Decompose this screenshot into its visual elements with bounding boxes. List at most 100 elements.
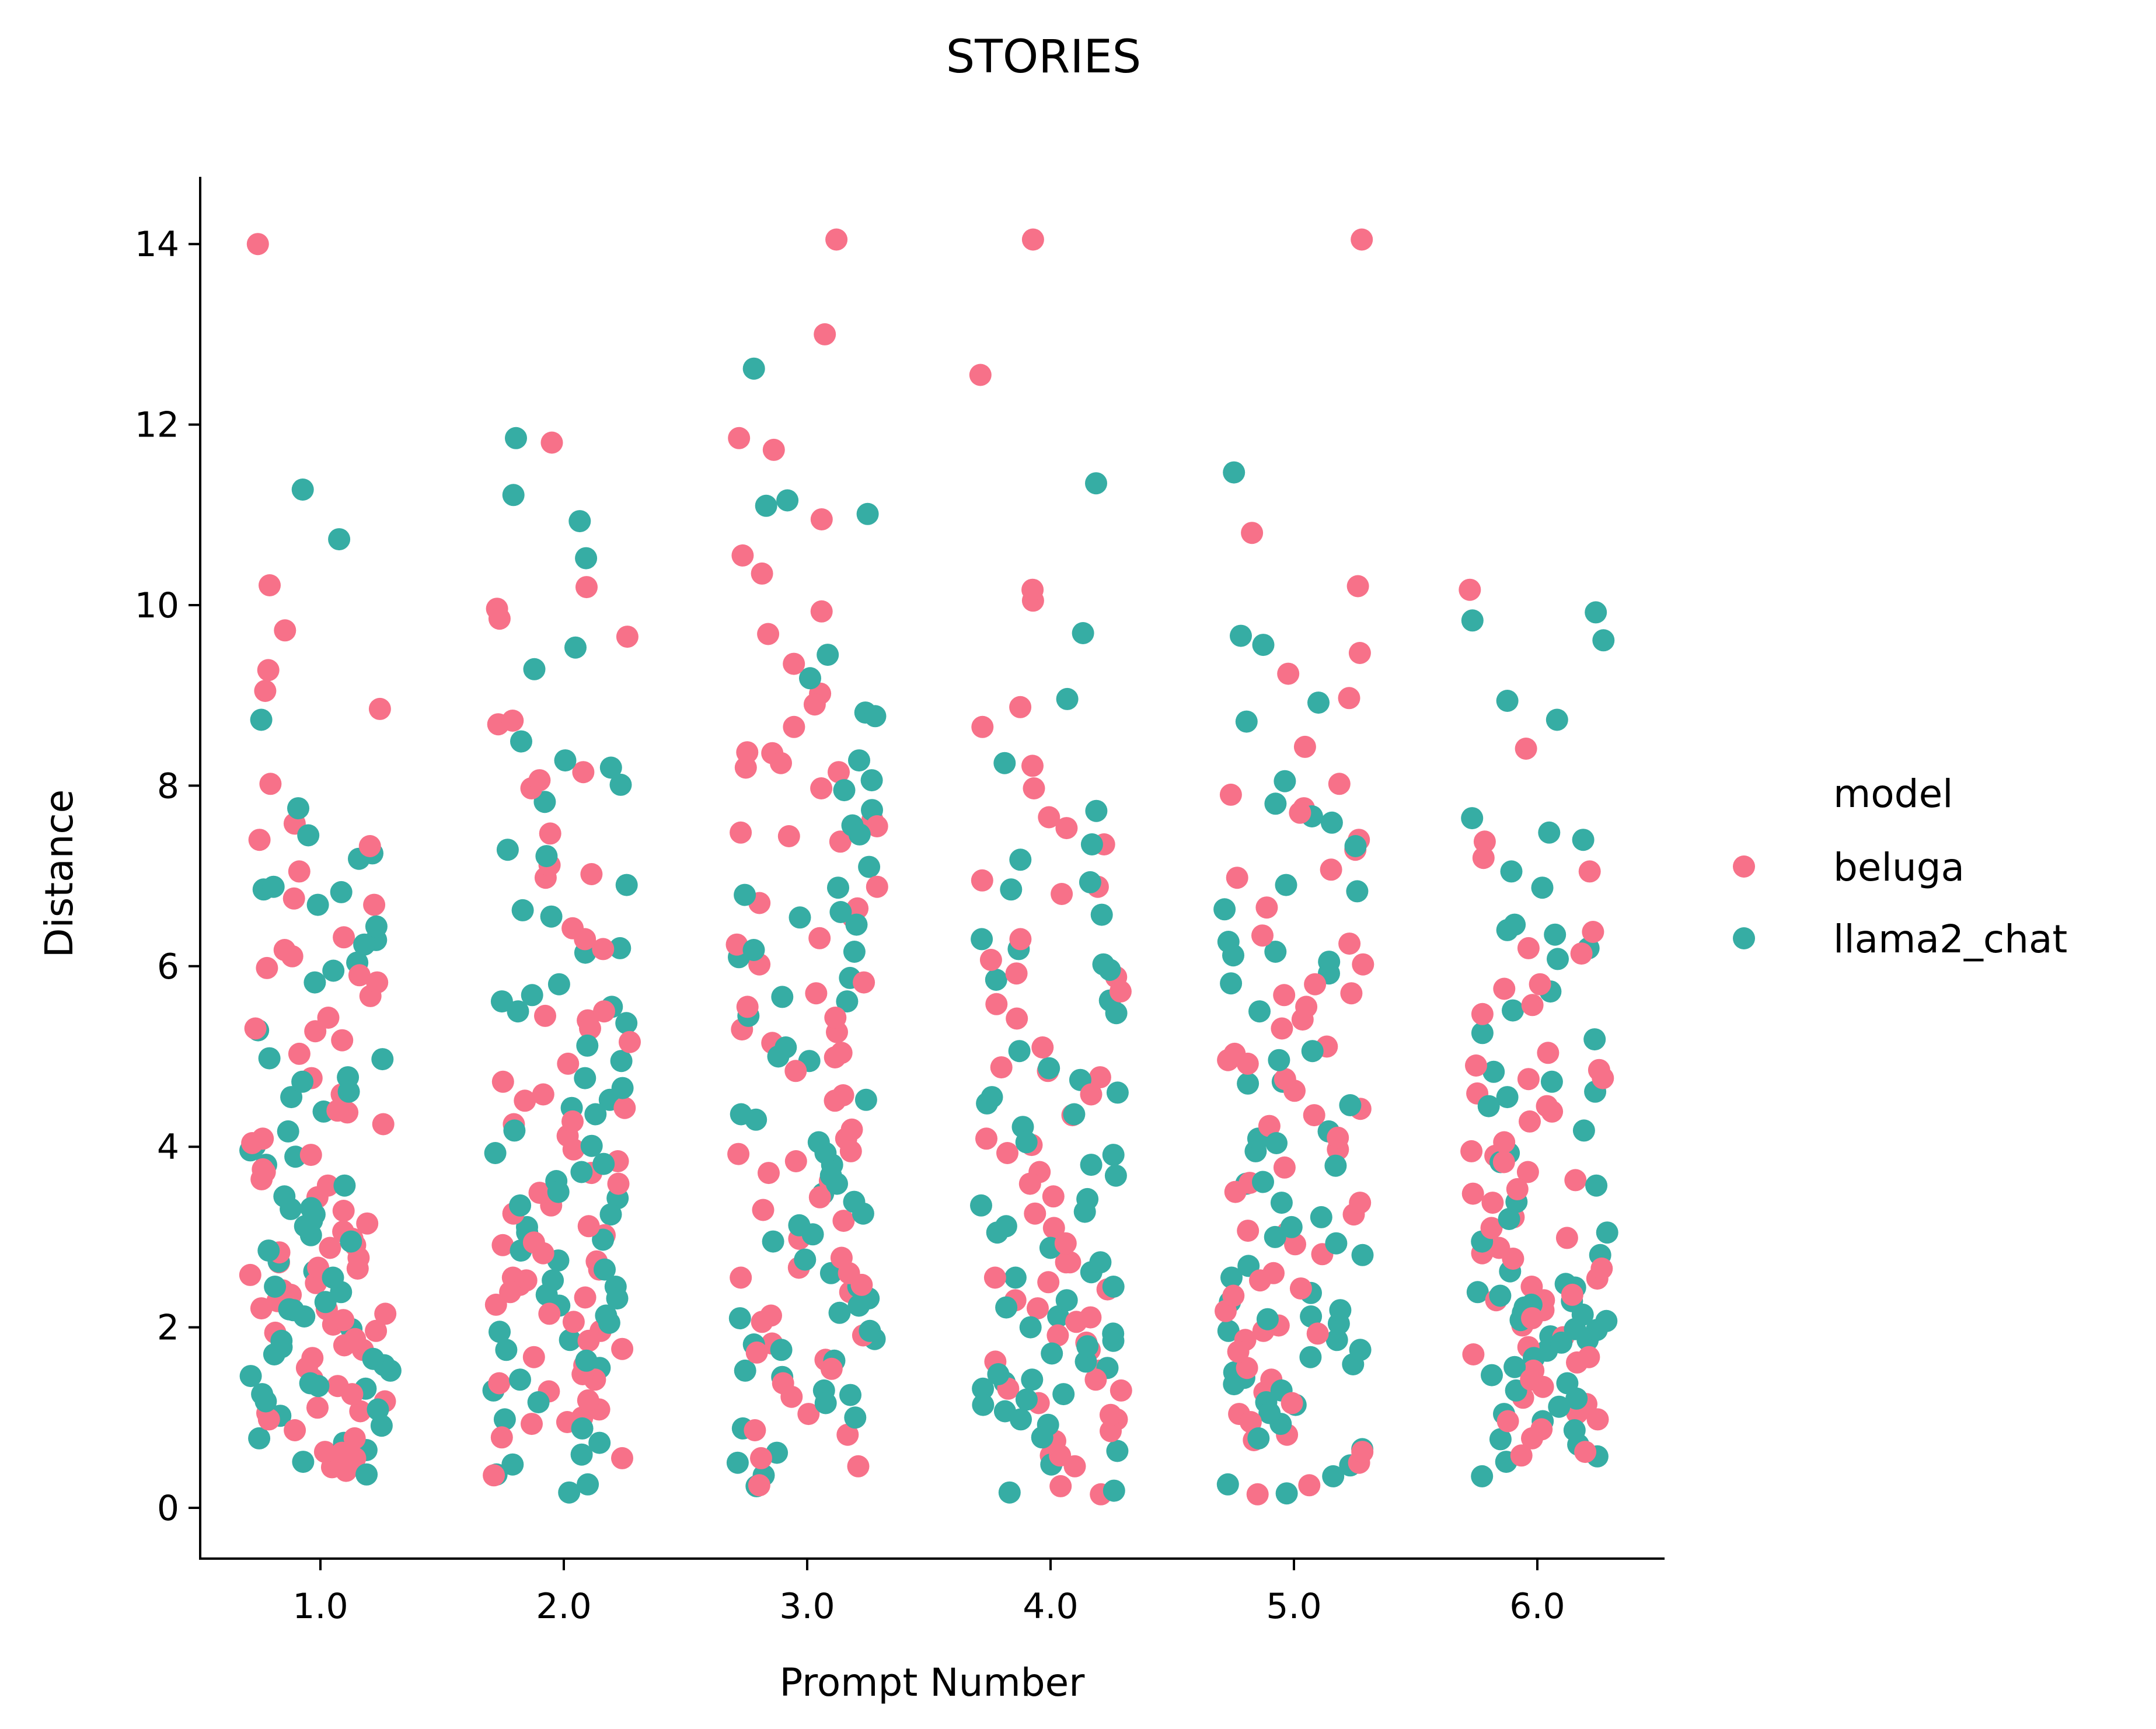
data-point-beluga — [975, 1127, 997, 1150]
data-point-llama2-chat — [1015, 1388, 1038, 1411]
y-tick-label: 12 — [135, 405, 179, 446]
data-point-beluga — [1241, 522, 1264, 544]
data-point-beluga — [824, 1089, 846, 1112]
data-point-llama2-chat — [577, 1473, 599, 1496]
data-point-beluga — [528, 1182, 551, 1204]
data-point-beluga — [1578, 860, 1601, 883]
data-point-beluga — [557, 1052, 580, 1075]
data-point-beluga — [344, 1328, 367, 1350]
data-point-llama2-chat — [1072, 622, 1094, 644]
data-point-llama2-chat — [1076, 1335, 1099, 1358]
data-point-llama2-chat — [1502, 999, 1524, 1022]
data-point-llama2-chat — [799, 667, 821, 690]
data-point-beluga — [1018, 1172, 1041, 1195]
legend: model beluga llama2_chat — [1733, 771, 2067, 962]
data-point-beluga — [1258, 1115, 1281, 1137]
data-point-llama2-chat — [328, 528, 351, 551]
data-point-llama2-chat — [314, 1291, 337, 1314]
data-point-llama2-chat — [1583, 1028, 1606, 1051]
data-point-llama2-chat — [505, 427, 527, 449]
data-point-llama2-chat — [542, 1269, 564, 1292]
data-point-llama2-chat — [262, 875, 285, 898]
data-point-beluga — [824, 1007, 847, 1029]
data-point-beluga — [810, 508, 833, 530]
data-point-llama2-chat — [998, 1481, 1021, 1504]
data-point-llama2-chat — [1500, 860, 1523, 883]
data-point-llama2-chat — [1217, 1319, 1240, 1342]
data-point-beluga — [750, 1447, 772, 1469]
data-point-llama2-chat — [1496, 1086, 1519, 1109]
data-point-beluga — [365, 1319, 388, 1342]
data-point-llama2-chat — [1089, 1251, 1112, 1274]
data-point-llama2-chat — [1270, 1192, 1293, 1214]
data-point-beluga — [577, 1389, 599, 1412]
data-point-beluga — [1537, 1042, 1560, 1064]
data-point-llama2-chat — [1274, 770, 1296, 792]
data-point-llama2-chat — [1466, 1281, 1489, 1304]
data-point-beluga — [1303, 1104, 1325, 1127]
data-point-llama2-chat — [1571, 1303, 1594, 1326]
data-point-llama2-chat — [1489, 1428, 1512, 1451]
data-point-llama2-chat — [848, 749, 870, 772]
data-point-llama2-chat — [570, 1161, 593, 1183]
data-point-beluga — [1023, 777, 1045, 799]
data-point-beluga — [1471, 1003, 1494, 1025]
data-point-llama2-chat — [1572, 1119, 1595, 1142]
data-point-llama2-chat — [291, 1070, 314, 1093]
data-point-llama2-chat — [1471, 1022, 1494, 1045]
data-point-llama2-chat — [864, 705, 887, 728]
data-point-beluga — [1226, 867, 1248, 889]
data-point-beluga — [1481, 1192, 1504, 1214]
data-point-beluga — [1517, 1068, 1540, 1091]
data-point-beluga — [331, 1441, 354, 1464]
data-point-beluga — [1049, 1475, 1072, 1497]
data-point-beluga — [777, 825, 800, 847]
data-point-beluga — [1493, 1131, 1516, 1154]
x-tick-label: 6.0 — [1509, 1586, 1565, 1627]
data-point-beluga — [1281, 1392, 1303, 1414]
data-point-beluga — [1564, 1169, 1587, 1192]
data-point-llama2-chat — [1230, 624, 1252, 647]
data-point-beluga — [246, 233, 269, 256]
y-tick-label: 4 — [157, 1127, 179, 1168]
data-point-beluga — [1006, 1007, 1028, 1030]
data-point-beluga — [592, 938, 615, 960]
data-point-beluga — [1502, 1248, 1524, 1270]
data-point-llama2-chat — [1547, 948, 1569, 970]
data-point-beluga — [241, 1132, 264, 1154]
data-point-llama2-chat — [1106, 1440, 1129, 1462]
data-point-llama2-chat — [257, 1239, 280, 1262]
data-point-llama2-chat — [501, 1453, 524, 1476]
data-point-beluga — [1049, 1444, 1072, 1467]
data-point-beluga — [1009, 696, 1032, 718]
data-point-llama2-chat — [755, 494, 777, 517]
data-point-beluga — [1327, 1126, 1349, 1149]
data-point-beluga — [282, 887, 305, 910]
data-point-llama2-chat — [1585, 1174, 1608, 1197]
data-point-llama2-chat — [239, 1365, 262, 1388]
data-point-beluga — [343, 1427, 366, 1449]
data-point-llama2-chat — [297, 824, 320, 847]
y-tick-label: 2 — [157, 1308, 179, 1349]
data-point-beluga — [253, 1161, 276, 1183]
data-point-llama2-chat — [615, 874, 638, 896]
data-point-llama2-chat — [294, 1215, 316, 1238]
data-point-beluga — [1009, 928, 1032, 951]
data-point-llama2-chat — [1216, 1473, 1239, 1496]
data-point-beluga — [259, 574, 281, 596]
data-point-beluga — [725, 933, 748, 956]
data-point-beluga — [316, 1174, 339, 1197]
data-point-beluga — [534, 1004, 556, 1027]
data-point-llama2-chat — [726, 1451, 749, 1474]
legend-marker-beluga — [1733, 855, 1755, 878]
data-point-llama2-chat — [856, 502, 879, 525]
data-point-llama2-chat — [277, 1120, 299, 1143]
data-point-beluga — [1462, 1343, 1485, 1365]
data-point-beluga — [1021, 755, 1044, 777]
data-point-llama2-chat — [1004, 1266, 1027, 1289]
data-point-llama2-chat — [858, 855, 881, 878]
data-point-llama2-chat — [1258, 1402, 1281, 1424]
data-point-beluga — [808, 927, 831, 949]
data-point-beluga — [572, 761, 595, 784]
data-point-beluga — [1536, 1095, 1558, 1117]
